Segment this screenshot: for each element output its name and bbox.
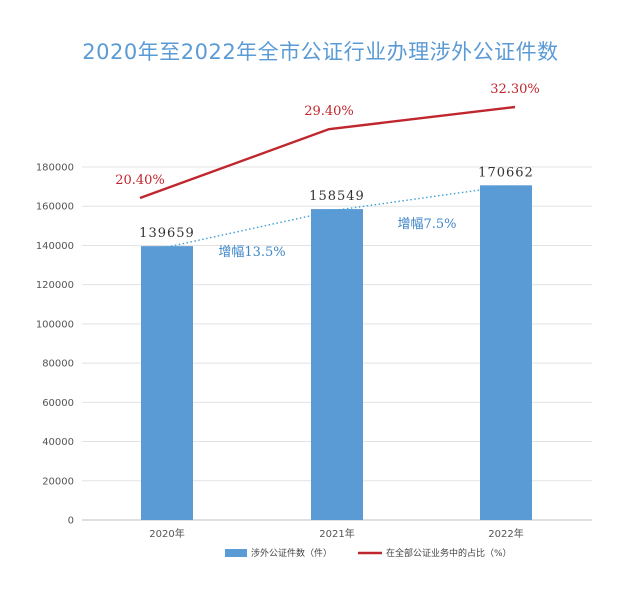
bar-2020年 xyxy=(141,246,193,520)
legend-line-label: 在全部公证业务中的占比（%） xyxy=(386,547,512,559)
y-tick-label: 140000 xyxy=(36,241,74,252)
y-tick-label: 40000 xyxy=(42,437,74,448)
growth-annotation: 增幅7.5% xyxy=(397,217,456,232)
y-tick-label: 60000 xyxy=(42,398,74,409)
chart-title: 2020年至2022年全市公证行业办理涉外公证件数 xyxy=(82,40,559,64)
y-tick-label: 20000 xyxy=(42,476,74,487)
share-data-label: 20.40% xyxy=(115,173,165,188)
growth-annotation: 增幅13.5% xyxy=(218,245,285,260)
y-tick-label: 120000 xyxy=(36,280,74,291)
y-tick-label: 80000 xyxy=(42,359,74,370)
x-category-label: 2021年 xyxy=(319,527,354,540)
share-data-label: 32.30% xyxy=(490,82,540,97)
bar-data-label: 158549 xyxy=(309,189,365,204)
share-data-label: 29.40% xyxy=(304,104,354,119)
x-category-label: 2022年 xyxy=(488,527,523,540)
share-line xyxy=(139,105,516,200)
bar-2022年 xyxy=(480,185,532,520)
legend-bar-swatch xyxy=(225,549,247,557)
y-tick-label: 180000 xyxy=(36,163,74,174)
y-tick-label: 100000 xyxy=(36,319,74,330)
legend-bar-label: 涉外公证件数（件） xyxy=(251,547,332,559)
bar-data-label: 139659 xyxy=(139,226,195,241)
bar-2021年 xyxy=(311,209,363,520)
bar-data-label: 170662 xyxy=(478,165,534,180)
y-tick-label: 160000 xyxy=(36,202,74,213)
y-tick-label: 0 xyxy=(68,516,74,527)
x-category-label: 2020年 xyxy=(149,527,184,540)
